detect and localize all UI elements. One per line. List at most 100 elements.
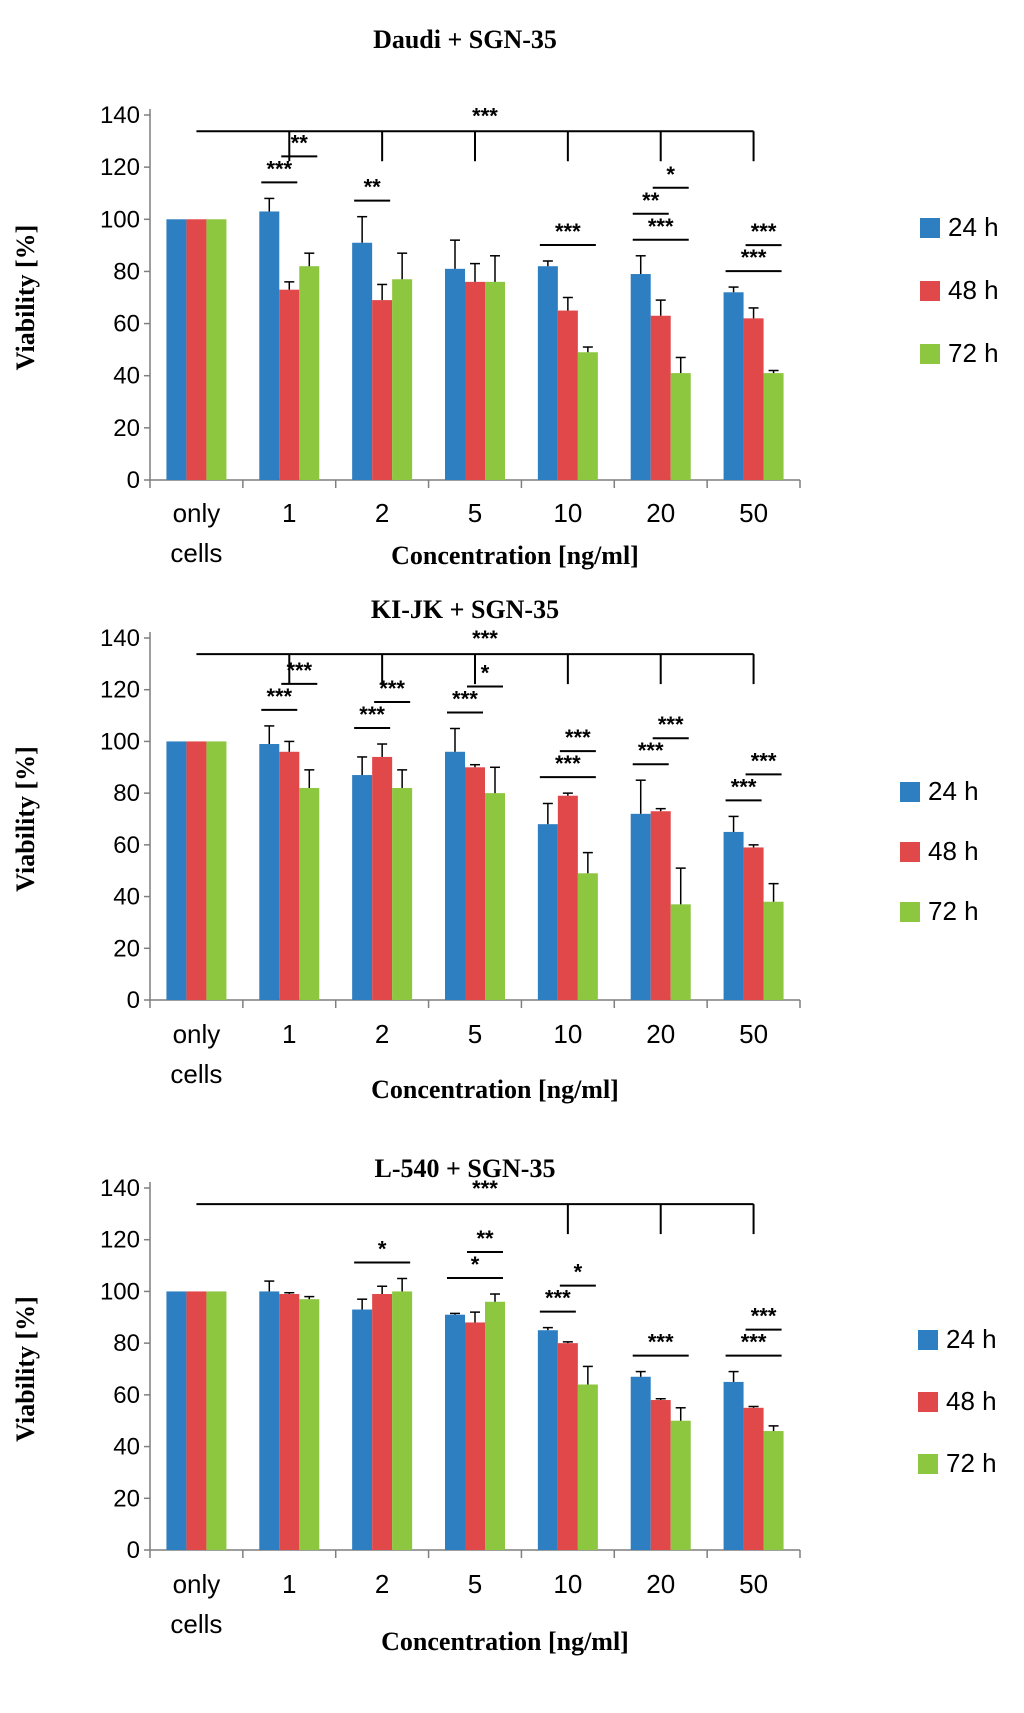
significance-stars: *** <box>731 774 757 799</box>
bar <box>186 1291 207 1550</box>
legend-swatch <box>900 902 920 922</box>
bar <box>352 242 373 480</box>
x-tick-label: 20 <box>646 1019 675 1049</box>
significance-stars: * <box>471 1252 480 1277</box>
bar <box>206 741 227 1000</box>
bar <box>299 266 320 480</box>
x-tick-label: cells <box>170 1609 222 1639</box>
significance-stars: *** <box>555 219 581 244</box>
bar <box>670 373 691 480</box>
x-tick-label: 2 <box>375 498 389 528</box>
bar <box>537 1330 558 1550</box>
bar <box>372 1294 393 1550</box>
bar <box>259 1291 280 1550</box>
legend-swatch <box>900 842 920 862</box>
x-tick-label: cells <box>170 1059 222 1089</box>
bar <box>557 795 578 1000</box>
bar <box>166 219 187 481</box>
x-tick-label: 10 <box>553 1569 582 1599</box>
y-tick-label: 100 <box>100 728 140 755</box>
significance-stars: *** <box>359 702 385 727</box>
bar <box>485 793 505 1000</box>
legend-label: 48 h <box>928 836 979 866</box>
bar <box>186 219 207 481</box>
y-tick-label: 120 <box>100 677 140 704</box>
bar <box>650 811 671 1000</box>
bar <box>372 756 393 1000</box>
chart-title: KI-JK + SGN-35 <box>371 595 559 624</box>
y-tick-label: 0 <box>127 467 140 494</box>
legend-label: 24 h <box>948 212 999 242</box>
bar <box>206 1291 227 1550</box>
significance-stars: * <box>574 1260 583 1285</box>
y-axis-title: Viability [%] <box>11 225 40 371</box>
legend-swatch <box>918 1330 938 1350</box>
x-tick-label: 50 <box>739 1019 768 1049</box>
bar <box>279 751 300 1000</box>
significance-stars: * <box>481 661 490 686</box>
significance-stars: *** <box>472 626 498 651</box>
bar <box>723 292 744 480</box>
bar <box>372 300 393 480</box>
chart-panel-1: Daudi + SGN-35020406080100120140onlycell… <box>11 25 999 570</box>
bar <box>392 279 413 480</box>
y-tick-label: 20 <box>113 415 140 442</box>
legend-swatch <box>918 1392 938 1412</box>
x-tick-label: 50 <box>739 1569 768 1599</box>
bar <box>557 310 578 480</box>
bar <box>166 741 187 1000</box>
bar <box>445 1314 465 1550</box>
bar <box>206 219 227 481</box>
bar <box>445 751 465 1000</box>
significance-stars: *** <box>472 1176 498 1201</box>
chart-title: L-540 + SGN-35 <box>375 1154 556 1183</box>
bar <box>650 1400 671 1550</box>
bar <box>743 847 764 1000</box>
bar <box>577 873 598 1000</box>
bar <box>537 824 558 1000</box>
bar <box>299 787 320 1000</box>
legend-swatch <box>920 344 940 364</box>
y-tick-label: 40 <box>113 884 140 911</box>
x-tick-label: 1 <box>282 1569 296 1599</box>
bar <box>763 1431 784 1550</box>
significance-stars: ** <box>476 1226 494 1251</box>
significance-stars: *** <box>452 687 478 712</box>
x-tick-label: 10 <box>553 498 582 528</box>
x-tick-label: 1 <box>282 1019 296 1049</box>
y-axis-title: Viability [%] <box>11 746 40 892</box>
x-tick-label: 20 <box>646 1569 675 1599</box>
x-tick-label: 50 <box>739 498 768 528</box>
legend-label: 48 h <box>946 1386 997 1416</box>
y-tick-label: 20 <box>113 935 140 962</box>
x-tick-label: 10 <box>553 1019 582 1049</box>
legend-label: 72 h <box>946 1448 997 1478</box>
bar <box>186 741 207 1000</box>
bar <box>445 268 465 480</box>
significance-stars: *** <box>266 156 292 181</box>
bar <box>352 775 373 1000</box>
legend-label: 24 h <box>928 776 979 806</box>
y-tick-label: 100 <box>100 1278 140 1305</box>
x-tick-label: cells <box>170 538 222 568</box>
bar <box>557 1343 578 1550</box>
bar <box>763 901 784 1000</box>
bar <box>723 831 744 1000</box>
y-tick-label: 80 <box>113 258 140 285</box>
significance-stars: *** <box>751 1304 777 1329</box>
y-tick-label: 0 <box>127 1537 140 1564</box>
x-tick-label: 1 <box>282 498 296 528</box>
significance-stars: *** <box>658 712 684 737</box>
x-axis-title: Concentration [ng/ml] <box>371 1075 619 1104</box>
significance-stars: *** <box>472 103 498 128</box>
y-tick-label: 140 <box>100 102 140 129</box>
bar <box>465 1322 485 1550</box>
significance-stars: ** <box>291 130 309 155</box>
x-tick-label: 5 <box>468 1019 482 1049</box>
legend-swatch <box>918 1454 938 1474</box>
bar <box>279 289 300 480</box>
bar <box>743 1407 764 1550</box>
y-tick-label: 40 <box>113 363 140 390</box>
y-tick-label: 20 <box>113 1485 140 1512</box>
